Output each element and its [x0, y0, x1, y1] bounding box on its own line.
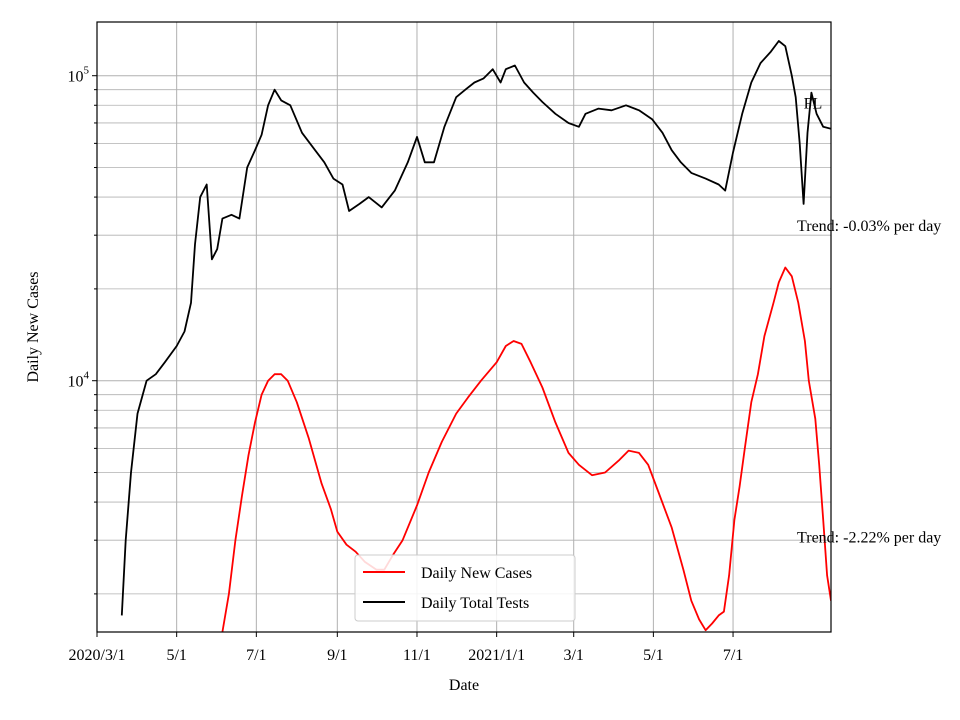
x-tick-label: 2021/1/1 — [468, 647, 525, 664]
legend-label-tests: Daily Total Tests — [421, 595, 529, 612]
trend-annotation: Trend: -0.03% per day — [797, 218, 941, 235]
x-tick-label: 7/1 — [246, 647, 266, 664]
series-line-daily-new-cases — [221, 266, 831, 632]
y-tick-label: 104 — [68, 370, 90, 391]
plot-frame — [96, 21, 832, 633]
legend-box — [354, 554, 576, 622]
x-tick-label: 11/1 — [403, 647, 431, 664]
ticks: 2020/3/1 5/1 7/1 9/1 11/1 2021/1/1 3/1 5/1 7/1 10… — [68, 65, 744, 664]
legend-label-cases: Daily New Cases — [421, 565, 532, 582]
trend-annotation: Trend: -2.22% per day — [797, 529, 941, 546]
series-layer — [120, 40, 831, 632]
y-tick-label: 105 — [68, 65, 90, 86]
annotations: Trend: -0.03% per day Trend: -2.22% per d… — [797, 96, 941, 547]
y-axis-label: Daily New Cases — [25, 271, 42, 382]
x-tick-label: 2020/3/1 — [69, 647, 126, 664]
legend: Daily New Cases Daily Total Tests — [354, 554, 576, 622]
x-tick-label: 5/1 — [166, 647, 186, 664]
x-tick-label: 3/1 — [563, 647, 583, 664]
series-line-daily-total-tests — [120, 40, 831, 616]
x-tick-label: 9/1 — [327, 647, 347, 664]
x-axis-label: Date — [449, 677, 479, 694]
x-tick-label: 5/1 — [643, 647, 663, 664]
x-tick-label: 7/1 — [723, 647, 743, 664]
state-label: FL — [804, 96, 823, 113]
